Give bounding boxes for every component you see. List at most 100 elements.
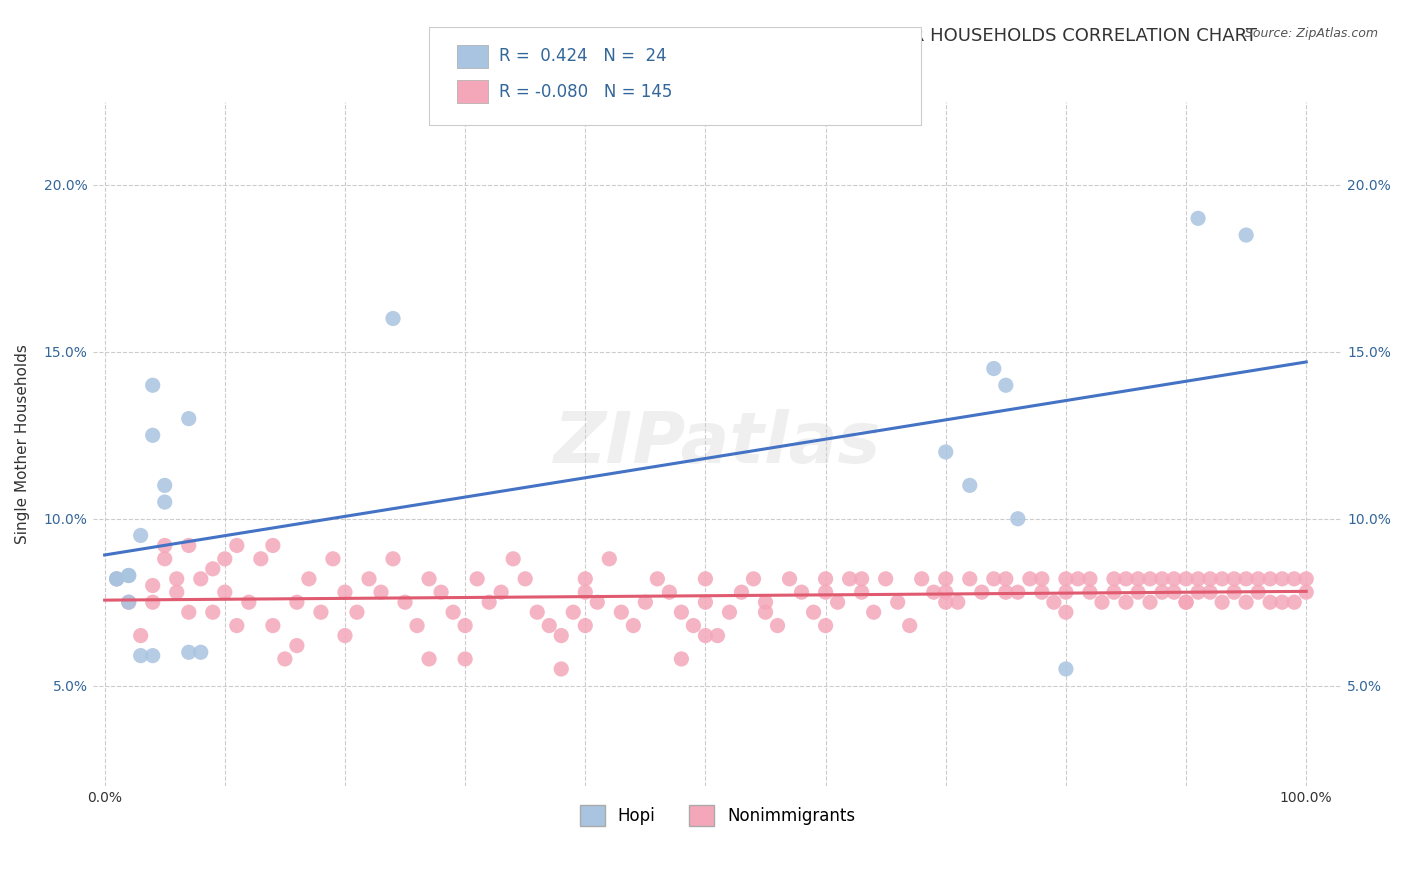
- Point: [489, 585, 512, 599]
- Point: [526, 605, 548, 619]
- Point: [1054, 572, 1077, 586]
- Point: [994, 378, 1017, 392]
- Point: [959, 478, 981, 492]
- Point: [1139, 595, 1161, 609]
- Point: [682, 618, 704, 632]
- Point: [1295, 572, 1317, 586]
- Point: [298, 572, 321, 586]
- Point: [1031, 572, 1053, 586]
- Point: [285, 595, 308, 609]
- Y-axis label: Single Mother Households: Single Mother Households: [15, 343, 30, 543]
- Point: [754, 605, 776, 619]
- Point: [875, 572, 897, 586]
- Point: [598, 551, 620, 566]
- Point: [190, 645, 212, 659]
- Point: [1199, 572, 1222, 586]
- Point: [814, 618, 837, 632]
- Point: [105, 572, 128, 586]
- Point: [225, 539, 247, 553]
- Point: [935, 445, 957, 459]
- Point: [814, 572, 837, 586]
- Point: [1234, 227, 1257, 242]
- Point: [225, 618, 247, 632]
- Point: [647, 572, 669, 586]
- Point: [430, 585, 453, 599]
- Point: [118, 595, 141, 609]
- Text: R =  0.424   N =  24: R = 0.424 N = 24: [499, 47, 666, 65]
- Point: [574, 618, 596, 632]
- Point: [153, 495, 176, 509]
- Point: [1211, 572, 1233, 586]
- Point: [1187, 572, 1209, 586]
- Point: [621, 618, 644, 632]
- Point: [250, 551, 273, 566]
- Point: [970, 585, 993, 599]
- Point: [1175, 595, 1198, 609]
- Point: [309, 605, 332, 619]
- Point: [1150, 572, 1173, 586]
- Point: [238, 595, 260, 609]
- Point: [610, 605, 633, 619]
- Point: [1126, 572, 1149, 586]
- Point: [1223, 572, 1246, 586]
- Point: [129, 528, 152, 542]
- Point: [994, 585, 1017, 599]
- Point: [730, 585, 752, 599]
- Text: HOPI VS NONIMMIGRANTS SINGLE MOTHER HOUSEHOLDS CORRELATION CHART: HOPI VS NONIMMIGRANTS SINGLE MOTHER HOUS…: [534, 27, 1257, 45]
- Point: [214, 585, 236, 599]
- Point: [118, 595, 141, 609]
- Point: [465, 572, 488, 586]
- Point: [1054, 662, 1077, 676]
- Point: [346, 605, 368, 619]
- Point: [142, 578, 165, 592]
- Point: [333, 629, 356, 643]
- Point: [1054, 585, 1077, 599]
- Point: [1031, 585, 1053, 599]
- Point: [898, 618, 921, 632]
- Point: [1091, 595, 1114, 609]
- Point: [946, 595, 969, 609]
- Point: [418, 652, 440, 666]
- Point: [285, 639, 308, 653]
- Point: [1102, 585, 1125, 599]
- Point: [1126, 585, 1149, 599]
- Point: [142, 378, 165, 392]
- Point: [166, 585, 188, 599]
- Point: [502, 551, 524, 566]
- Point: [153, 551, 176, 566]
- Point: [1150, 585, 1173, 599]
- Point: [1018, 572, 1040, 586]
- Point: [418, 572, 440, 586]
- Point: [862, 605, 884, 619]
- Point: [1067, 572, 1090, 586]
- Point: [671, 652, 693, 666]
- Point: [1199, 585, 1222, 599]
- Point: [274, 652, 297, 666]
- Point: [766, 618, 789, 632]
- Point: [394, 595, 416, 609]
- Point: [382, 551, 405, 566]
- Point: [983, 361, 1005, 376]
- Point: [814, 585, 837, 599]
- Point: [1115, 572, 1137, 586]
- Point: [538, 618, 561, 632]
- Point: [742, 572, 765, 586]
- Point: [153, 478, 176, 492]
- Point: [1223, 585, 1246, 599]
- Point: [1187, 211, 1209, 226]
- Point: [322, 551, 344, 566]
- Point: [1258, 572, 1281, 586]
- Point: [695, 572, 717, 586]
- Point: [153, 539, 176, 553]
- Point: [922, 585, 945, 599]
- Point: [1139, 572, 1161, 586]
- Point: [262, 618, 284, 632]
- Point: [1258, 595, 1281, 609]
- Point: [177, 645, 200, 659]
- Point: [1282, 572, 1305, 586]
- Point: [706, 629, 728, 643]
- Point: [142, 428, 165, 442]
- Point: [959, 572, 981, 586]
- Point: [105, 572, 128, 586]
- Point: [851, 585, 873, 599]
